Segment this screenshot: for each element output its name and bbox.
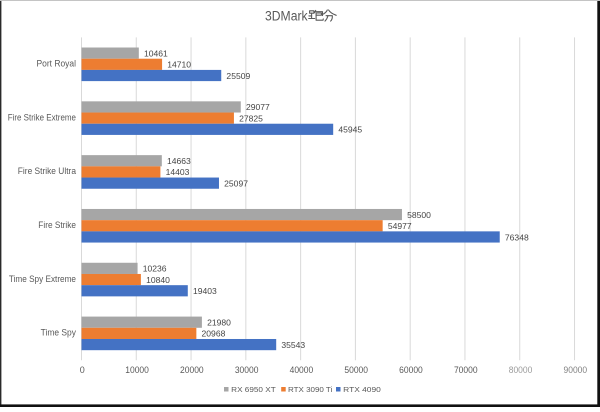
svg-text:Time Spy: Time Spy (41, 328, 77, 338)
svg-text:40000: 40000 (290, 365, 314, 375)
svg-text:RX 6950 XT: RX 6950 XT (231, 385, 276, 394)
svg-text:Fire Strike: Fire Strike (38, 220, 76, 230)
svg-text:45945: 45945 (338, 126, 362, 135)
svg-text:80000: 80000 (509, 365, 533, 375)
svg-text:25509: 25509 (226, 72, 250, 81)
svg-text:10840: 10840 (146, 276, 170, 285)
svg-text:50000: 50000 (344, 365, 368, 375)
svg-text:54977: 54977 (388, 222, 412, 231)
svg-text:Port Royal: Port Royal (37, 59, 77, 69)
svg-text:35543: 35543 (281, 341, 305, 350)
svg-text:14663: 14663 (167, 157, 191, 166)
svg-text:Time Spy Extreme: Time Spy Extreme (9, 274, 76, 284)
svg-text:10461: 10461 (144, 49, 168, 58)
svg-text:21980: 21980 (207, 318, 231, 327)
svg-text:19403: 19403 (193, 287, 217, 296)
svg-text:20000: 20000 (180, 365, 204, 375)
svg-text:25097: 25097 (224, 179, 248, 188)
svg-text:58500: 58500 (407, 211, 431, 220)
svg-text:0: 0 (80, 365, 85, 375)
svg-text:70000: 70000 (454, 365, 478, 375)
svg-text:20968: 20968 (202, 330, 226, 339)
svg-text:Fire Strike Extreme: Fire Strike Extreme (8, 112, 76, 122)
svg-text:90000: 90000 (564, 365, 588, 375)
svg-text:30000: 30000 (235, 365, 259, 375)
svg-text:60000: 60000 (399, 365, 423, 375)
svg-text:10000: 10000 (125, 365, 149, 375)
svg-text:10236: 10236 (143, 265, 167, 274)
svg-text:14710: 14710 (167, 61, 191, 70)
svg-text:Fire Strike Ultra: Fire Strike Ultra (18, 166, 76, 176)
svg-text:3DMark: 3DMark (265, 8, 308, 24)
svg-text:29077: 29077 (246, 103, 270, 112)
svg-text:14403: 14403 (166, 168, 190, 177)
svg-text:27825: 27825 (239, 114, 263, 123)
svg-text:RTX 4090: RTX 4090 (343, 385, 381, 394)
svg-text:RTX 3090 Ti: RTX 3090 Ti (288, 385, 333, 394)
svg-text:76348: 76348 (505, 233, 529, 242)
